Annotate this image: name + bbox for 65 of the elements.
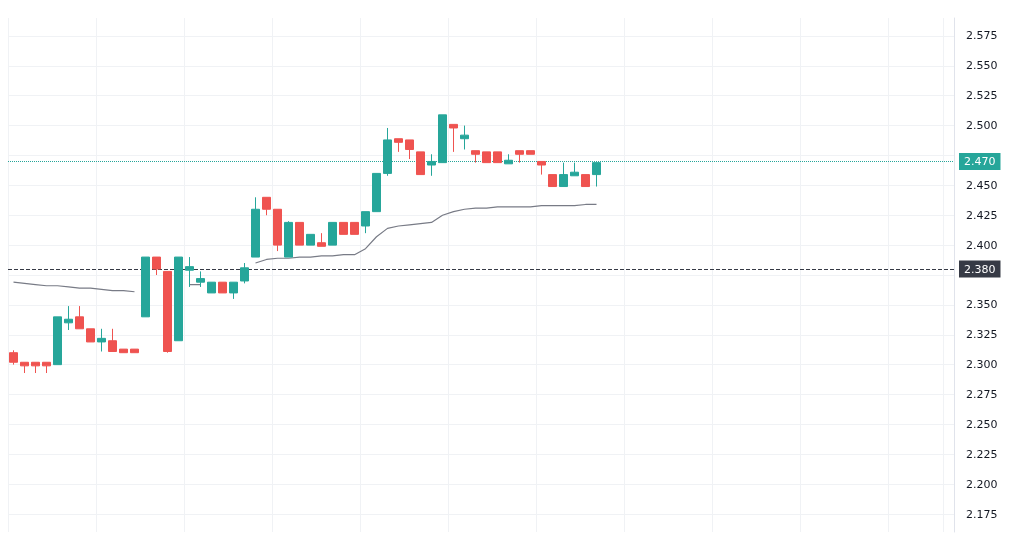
candlestick bbox=[559, 162, 568, 188]
candlestick bbox=[251, 196, 260, 258]
y-tick-label: 2.325 bbox=[966, 328, 998, 342]
candlestick bbox=[350, 221, 359, 235]
candlestick bbox=[471, 150, 480, 164]
candlestick bbox=[515, 150, 524, 164]
candlestick bbox=[372, 172, 381, 213]
candlestick bbox=[416, 151, 425, 176]
candlestick bbox=[108, 328, 117, 352]
candlestick bbox=[317, 232, 326, 247]
y-tick-label: 2.500 bbox=[966, 119, 998, 133]
candlestick bbox=[482, 151, 491, 164]
candlestick bbox=[394, 138, 403, 153]
candlestick bbox=[97, 328, 106, 352]
y-tick-label: 2.300 bbox=[966, 358, 998, 372]
candlestick bbox=[64, 305, 73, 331]
candlestick bbox=[328, 221, 337, 246]
candlestick bbox=[75, 305, 84, 330]
candlestick bbox=[130, 348, 139, 354]
candlestick bbox=[284, 220, 293, 258]
candlestick bbox=[229, 281, 238, 300]
candlestick bbox=[581, 174, 590, 188]
candlestick bbox=[42, 361, 51, 374]
candlestick bbox=[449, 123, 458, 153]
candlestick bbox=[361, 211, 370, 234]
candlestick bbox=[31, 361, 40, 374]
candlestick bbox=[141, 256, 150, 318]
candlestick bbox=[295, 221, 304, 246]
candlestick bbox=[53, 316, 62, 366]
candlestick bbox=[86, 328, 95, 343]
y-tick-label: 2.400 bbox=[966, 238, 998, 252]
candlestick bbox=[548, 174, 557, 188]
candlestick bbox=[306, 233, 315, 246]
y-tick-label: 2.350 bbox=[966, 298, 998, 312]
y-tick-label: 2.225 bbox=[966, 447, 998, 461]
y-tick-label: 2.425 bbox=[966, 208, 998, 222]
candlestick bbox=[20, 361, 29, 374]
candlestick bbox=[240, 262, 249, 284]
candlestick bbox=[174, 256, 183, 342]
y-tick-label: 2.550 bbox=[966, 59, 998, 73]
y-tick-label: 2.275 bbox=[966, 388, 998, 402]
candlestick bbox=[262, 196, 271, 216]
ref-line-label: 2.470 bbox=[964, 154, 996, 168]
candlestick bbox=[207, 281, 216, 294]
y-tick-label: 2.450 bbox=[966, 178, 998, 192]
y-tick-label: 2.525 bbox=[966, 89, 998, 103]
y-tick-label: 2.250 bbox=[966, 417, 998, 431]
candlestick bbox=[493, 151, 502, 164]
y-tick-label: 2.175 bbox=[966, 507, 998, 521]
candlestick bbox=[526, 150, 535, 155]
candlestick bbox=[218, 281, 227, 294]
candlestick bbox=[185, 256, 194, 288]
candlestick bbox=[273, 208, 282, 252]
candlestick bbox=[405, 139, 414, 160]
candlestick bbox=[537, 160, 546, 176]
candlestick bbox=[152, 256, 161, 276]
candlestick bbox=[460, 125, 469, 150]
y-tick-label: 2.575 bbox=[966, 29, 998, 43]
candlestick bbox=[339, 221, 348, 235]
y-tick-label: 2.200 bbox=[966, 477, 998, 491]
candlestick bbox=[196, 270, 205, 288]
candlestick bbox=[119, 348, 128, 354]
candlestick bbox=[9, 349, 18, 366]
candlestick bbox=[163, 270, 172, 354]
ref-line-label: 2.380 bbox=[964, 262, 996, 276]
